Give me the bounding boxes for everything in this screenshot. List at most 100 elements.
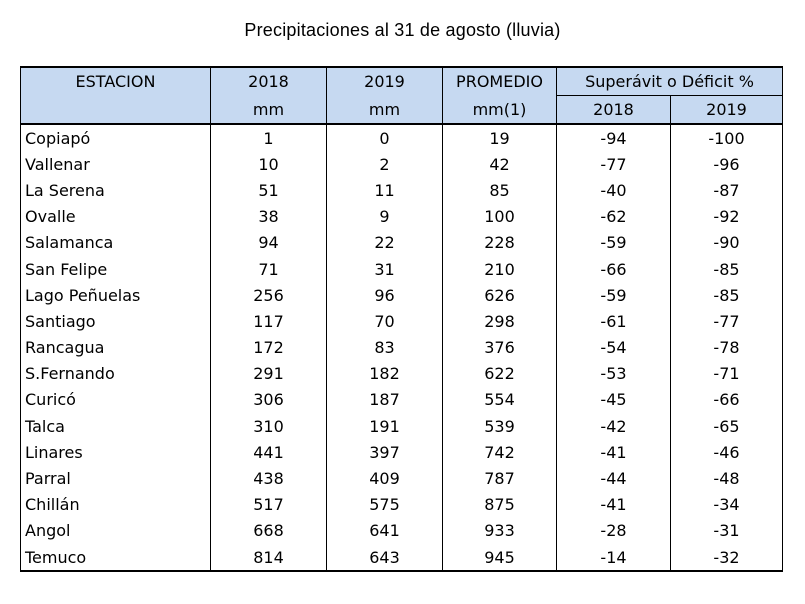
station-cell: Curicó	[20, 386, 211, 414]
rain-2019-cell: 641	[326, 517, 443, 544]
average-cell: 875	[442, 491, 557, 518]
rain-2019-cell: 31	[326, 255, 443, 283]
deviation-2018-cell: -77	[556, 151, 671, 178]
rain-2019-cell: 643	[326, 544, 443, 573]
deviation-2018-cell: -94	[556, 124, 671, 152]
precipitation-table: ESTACION 2018 2019 PROMEDIO Superávit o …	[20, 66, 783, 573]
header-superavit: Superávit o Déficit %	[556, 66, 783, 96]
deviation-2018-cell: -59	[556, 282, 671, 309]
rain-2018-cell: 256	[210, 282, 327, 309]
rain-2018-cell: 172	[210, 334, 327, 361]
table-header: ESTACION 2018 2019 PROMEDIO Superávit o …	[20, 66, 783, 125]
rain-2019-cell: 2	[326, 151, 443, 178]
deviation-2018-cell: -54	[556, 334, 671, 361]
table-row: Talca 310 191 539 -42 -65	[20, 413, 783, 440]
station-cell: Linares	[20, 439, 211, 466]
rain-2018-cell: 71	[210, 255, 327, 283]
deviation-2018-cell: -62	[556, 203, 671, 230]
average-cell: 100	[442, 203, 557, 230]
rain-2018-cell: 10	[210, 151, 327, 178]
deviation-2019-cell: -78	[670, 334, 783, 361]
rain-2018-cell: 441	[210, 439, 327, 466]
station-cell: San Felipe	[20, 255, 211, 283]
table-row: S.Fernando 291 182 622 -53 -71	[20, 360, 783, 387]
header-sup-2019: 2019	[670, 95, 783, 125]
station-cell: Vallenar	[20, 151, 211, 178]
deviation-2018-cell: -41	[556, 439, 671, 466]
deviation-2019-cell: -100	[670, 124, 783, 152]
station-cell: Salamanca	[20, 229, 211, 256]
header-row-bottom: mm mm mm(1) 2018 2019	[20, 95, 783, 125]
deviation-2018-cell: -66	[556, 255, 671, 283]
deviation-2018-cell: -28	[556, 517, 671, 544]
average-cell: 210	[442, 255, 557, 283]
rain-2019-cell: 397	[326, 439, 443, 466]
table-row: Chillán 517 575 875 -41 -34	[20, 491, 783, 518]
header-estacion: ESTACION	[20, 66, 211, 96]
rain-2018-cell: 814	[210, 544, 327, 573]
rain-2018-cell: 517	[210, 491, 327, 518]
station-cell: Ovalle	[20, 203, 211, 230]
deviation-2018-cell: -61	[556, 308, 671, 335]
average-cell: 19	[442, 124, 557, 152]
header-mm-2018: mm	[210, 95, 327, 125]
station-cell: Temuco	[20, 544, 211, 573]
deviation-2019-cell: -65	[670, 413, 783, 440]
table-row: San Felipe 71 31 210 -66 -85	[20, 255, 783, 283]
table-row: Lago Peñuelas 256 96 626 -59 -85	[20, 282, 783, 309]
header-mm-2019: mm	[326, 95, 443, 125]
table-row: Curicó 306 187 554 -45 -66	[20, 386, 783, 414]
average-cell: 622	[442, 360, 557, 387]
deviation-2019-cell: -92	[670, 203, 783, 230]
deviation-2018-cell: -41	[556, 491, 671, 518]
station-cell: Parral	[20, 465, 211, 492]
deviation-2019-cell: -85	[670, 255, 783, 283]
table-row: Parral 438 409 787 -44 -48	[20, 465, 783, 492]
rain-2019-cell: 70	[326, 308, 443, 335]
rain-2019-cell: 0	[326, 124, 443, 152]
station-cell: Chillán	[20, 491, 211, 518]
header-2019: 2019	[326, 66, 443, 96]
deviation-2019-cell: -46	[670, 439, 783, 466]
deviation-2019-cell: -48	[670, 465, 783, 492]
table-row: Temuco 814 643 945 -14 -32	[20, 544, 783, 573]
table-row: Linares 441 397 742 -41 -46	[20, 439, 783, 466]
station-cell: Copiapó	[20, 124, 211, 152]
deviation-2019-cell: -77	[670, 308, 783, 335]
deviation-2019-cell: -71	[670, 360, 783, 387]
average-cell: 742	[442, 439, 557, 466]
rain-2019-cell: 182	[326, 360, 443, 387]
rain-2018-cell: 310	[210, 413, 327, 440]
deviation-2018-cell: -14	[556, 544, 671, 573]
table-row: Vallenar 10 2 42 -77 -96	[20, 151, 783, 178]
deviation-2019-cell: -34	[670, 491, 783, 518]
rain-2019-cell: 9	[326, 203, 443, 230]
rain-2019-cell: 187	[326, 386, 443, 414]
table-row: Ovalle 38 9 100 -62 -92	[20, 203, 783, 230]
station-cell: Santiago	[20, 308, 211, 335]
rain-2018-cell: 38	[210, 203, 327, 230]
average-cell: 626	[442, 282, 557, 309]
rain-2018-cell: 291	[210, 360, 327, 387]
rain-2018-cell: 1	[210, 124, 327, 152]
station-cell: S.Fernando	[20, 360, 211, 387]
rain-2019-cell: 83	[326, 334, 443, 361]
average-cell: 787	[442, 465, 557, 492]
deviation-2018-cell: -40	[556, 177, 671, 204]
average-cell: 85	[442, 177, 557, 204]
rain-2019-cell: 409	[326, 465, 443, 492]
deviation-2019-cell: -32	[670, 544, 783, 573]
average-cell: 42	[442, 151, 557, 178]
header-row-top: ESTACION 2018 2019 PROMEDIO Superávit o …	[20, 66, 783, 96]
rain-2018-cell: 51	[210, 177, 327, 204]
deviation-2018-cell: -53	[556, 360, 671, 387]
average-cell: 228	[442, 229, 557, 256]
table-row: Copiapó 1 0 19 -94 -100	[20, 124, 783, 152]
deviation-2019-cell: -87	[670, 177, 783, 204]
rain-2019-cell: 96	[326, 282, 443, 309]
header-sup-2018: 2018	[556, 95, 671, 125]
header-mm-promedio: mm(1)	[442, 95, 557, 125]
table-row: Santiago 117 70 298 -61 -77	[20, 308, 783, 335]
deviation-2019-cell: -31	[670, 517, 783, 544]
rain-2018-cell: 117	[210, 308, 327, 335]
